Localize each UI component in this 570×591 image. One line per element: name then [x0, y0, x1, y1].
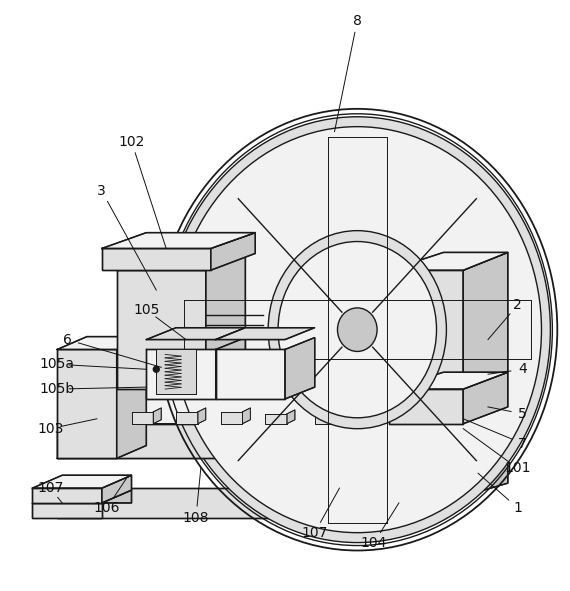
Ellipse shape	[164, 117, 551, 543]
Polygon shape	[389, 389, 508, 459]
Polygon shape	[336, 410, 344, 424]
Polygon shape	[389, 252, 508, 270]
Polygon shape	[242, 408, 250, 424]
Polygon shape	[176, 412, 198, 424]
Text: 106: 106	[93, 501, 120, 515]
Text: 1: 1	[513, 501, 522, 515]
Polygon shape	[117, 254, 246, 270]
Polygon shape	[215, 337, 246, 399]
Text: 108: 108	[182, 511, 209, 525]
Polygon shape	[389, 372, 508, 389]
Polygon shape	[389, 389, 463, 424]
Polygon shape	[310, 463, 458, 488]
Text: 105: 105	[133, 303, 160, 317]
Polygon shape	[117, 337, 146, 459]
Text: 3: 3	[97, 184, 106, 198]
Polygon shape	[57, 488, 389, 518]
Ellipse shape	[268, 230, 446, 428]
Polygon shape	[265, 414, 287, 424]
Polygon shape	[57, 424, 508, 459]
Polygon shape	[310, 488, 389, 503]
Polygon shape	[389, 478, 458, 518]
Text: 7: 7	[518, 437, 527, 450]
Polygon shape	[57, 389, 508, 424]
Polygon shape	[315, 414, 336, 424]
Text: 4: 4	[518, 362, 527, 376]
Polygon shape	[156, 349, 196, 394]
Polygon shape	[102, 233, 255, 248]
Ellipse shape	[173, 126, 542, 532]
Text: 6: 6	[63, 333, 72, 346]
Polygon shape	[215, 327, 315, 340]
Polygon shape	[285, 337, 315, 399]
Polygon shape	[117, 270, 206, 389]
Polygon shape	[215, 349, 285, 399]
Ellipse shape	[337, 308, 377, 352]
Polygon shape	[102, 248, 211, 270]
Polygon shape	[57, 349, 117, 459]
Text: 103: 103	[37, 422, 63, 436]
Polygon shape	[198, 408, 206, 424]
Polygon shape	[389, 270, 463, 389]
Polygon shape	[153, 408, 161, 424]
Text: 107: 107	[302, 525, 328, 540]
Text: 101: 101	[504, 462, 531, 475]
Text: 5: 5	[518, 407, 527, 421]
Polygon shape	[146, 349, 215, 399]
Text: 104: 104	[361, 535, 387, 550]
Polygon shape	[463, 372, 508, 424]
Circle shape	[153, 366, 159, 372]
Polygon shape	[146, 327, 246, 340]
Text: 105a: 105a	[40, 358, 75, 371]
Polygon shape	[287, 410, 295, 424]
Polygon shape	[132, 412, 153, 424]
Polygon shape	[310, 503, 389, 518]
Polygon shape	[211, 233, 255, 270]
Polygon shape	[389, 453, 508, 518]
Text: 2: 2	[514, 298, 522, 312]
Polygon shape	[102, 490, 132, 503]
Polygon shape	[463, 252, 508, 389]
Polygon shape	[32, 475, 132, 488]
Polygon shape	[221, 412, 242, 424]
Polygon shape	[32, 488, 102, 503]
Text: 102: 102	[119, 135, 145, 148]
Polygon shape	[389, 463, 458, 503]
Polygon shape	[57, 424, 389, 459]
Text: 105b: 105b	[40, 382, 75, 396]
Polygon shape	[57, 337, 146, 349]
Ellipse shape	[278, 242, 437, 418]
Polygon shape	[102, 475, 132, 503]
Text: 107: 107	[37, 481, 63, 495]
Polygon shape	[32, 503, 102, 518]
Text: 8: 8	[353, 14, 362, 28]
Polygon shape	[206, 254, 246, 389]
